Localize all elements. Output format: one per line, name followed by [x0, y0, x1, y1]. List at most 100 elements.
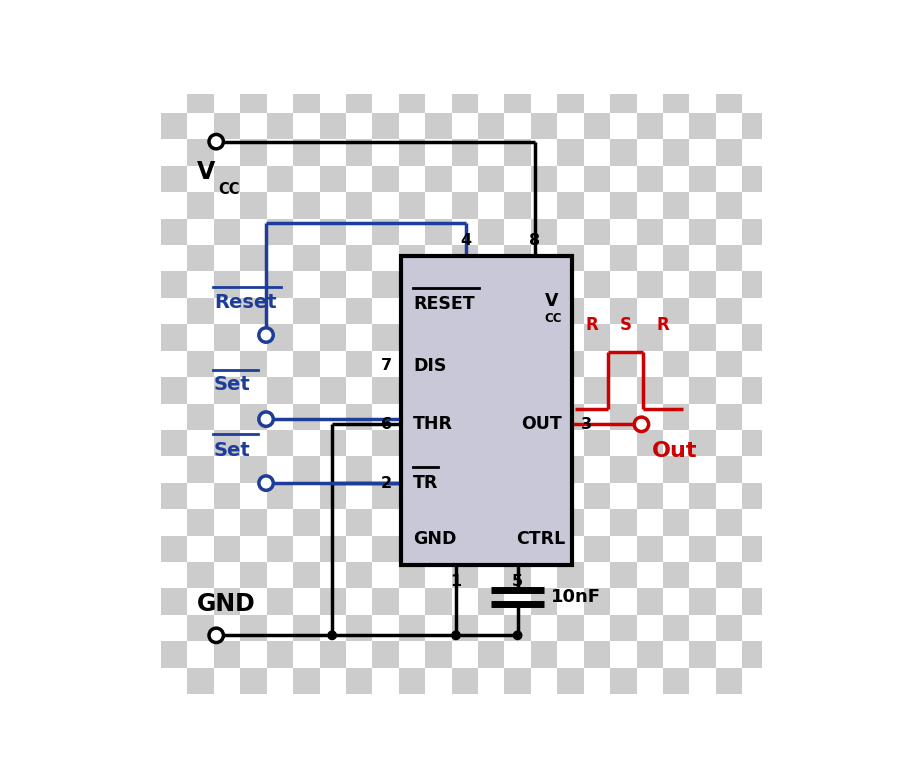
Bar — [610, 87, 636, 113]
Bar — [452, 113, 478, 140]
Bar — [240, 430, 266, 456]
Text: TR: TR — [413, 474, 438, 492]
Bar — [214, 351, 240, 377]
Bar — [584, 113, 610, 140]
Bar — [266, 483, 293, 509]
Bar — [240, 165, 266, 192]
Bar — [478, 113, 505, 140]
Bar — [214, 588, 240, 615]
Bar — [505, 351, 531, 377]
Bar — [452, 509, 478, 536]
Bar — [531, 140, 557, 165]
Bar — [346, 536, 373, 562]
Bar — [373, 87, 399, 113]
Bar — [373, 483, 399, 509]
Bar — [478, 483, 505, 509]
Bar — [399, 245, 425, 271]
Bar — [716, 588, 742, 615]
Bar — [689, 351, 716, 377]
Bar — [214, 271, 240, 298]
Bar — [187, 668, 214, 694]
Bar — [716, 113, 742, 140]
Bar — [769, 271, 796, 298]
Bar — [478, 588, 505, 615]
Bar — [663, 351, 689, 377]
Bar — [584, 218, 610, 245]
Bar — [769, 218, 796, 245]
Circle shape — [328, 631, 337, 640]
Bar — [531, 271, 557, 298]
Bar — [293, 324, 320, 351]
Bar — [346, 377, 373, 403]
Bar — [557, 509, 584, 536]
Bar — [320, 615, 346, 641]
Bar — [399, 668, 425, 694]
Text: V: V — [545, 292, 559, 310]
Bar — [505, 165, 531, 192]
Bar — [610, 271, 636, 298]
Bar — [399, 615, 425, 641]
Bar — [425, 562, 452, 588]
Bar — [478, 140, 505, 165]
Bar — [373, 165, 399, 192]
Bar — [266, 351, 293, 377]
Bar — [716, 456, 742, 483]
Bar — [478, 615, 505, 641]
Bar — [187, 351, 214, 377]
Bar — [452, 87, 478, 113]
Text: 8: 8 — [529, 233, 540, 248]
Bar — [240, 562, 266, 588]
Bar — [293, 298, 320, 324]
Bar — [663, 218, 689, 245]
Text: CC: CC — [544, 311, 562, 324]
Bar — [742, 668, 769, 694]
Bar — [584, 615, 610, 641]
Bar — [584, 324, 610, 351]
Bar — [452, 588, 478, 615]
Bar — [373, 668, 399, 694]
Bar — [505, 140, 531, 165]
Bar — [266, 403, 293, 430]
Bar — [584, 562, 610, 588]
Bar — [505, 536, 531, 562]
Bar — [373, 271, 399, 298]
Bar — [531, 377, 557, 403]
Bar — [557, 403, 584, 430]
Bar — [346, 165, 373, 192]
Bar — [636, 271, 663, 298]
Bar — [161, 536, 187, 562]
Bar — [742, 351, 769, 377]
Bar — [636, 192, 663, 218]
Text: S: S — [620, 316, 632, 335]
Bar — [636, 483, 663, 509]
Bar — [293, 456, 320, 483]
Bar — [742, 87, 769, 113]
Circle shape — [634, 417, 649, 431]
Bar — [346, 483, 373, 509]
Bar — [636, 165, 663, 192]
Bar — [584, 192, 610, 218]
Bar — [266, 218, 293, 245]
Bar — [557, 271, 584, 298]
Bar — [293, 536, 320, 562]
Bar — [425, 456, 452, 483]
Bar — [187, 192, 214, 218]
Bar — [240, 218, 266, 245]
Bar — [769, 536, 796, 562]
Bar — [293, 615, 320, 641]
Bar — [346, 60, 373, 87]
Bar — [187, 324, 214, 351]
Bar — [531, 562, 557, 588]
Bar — [240, 403, 266, 430]
Bar — [293, 113, 320, 140]
Bar — [187, 245, 214, 271]
Bar — [373, 536, 399, 562]
Bar — [214, 562, 240, 588]
Bar — [240, 377, 266, 403]
Bar — [689, 298, 716, 324]
Bar — [636, 298, 663, 324]
Bar — [716, 324, 742, 351]
Bar — [266, 536, 293, 562]
Bar — [214, 113, 240, 140]
Bar — [346, 218, 373, 245]
